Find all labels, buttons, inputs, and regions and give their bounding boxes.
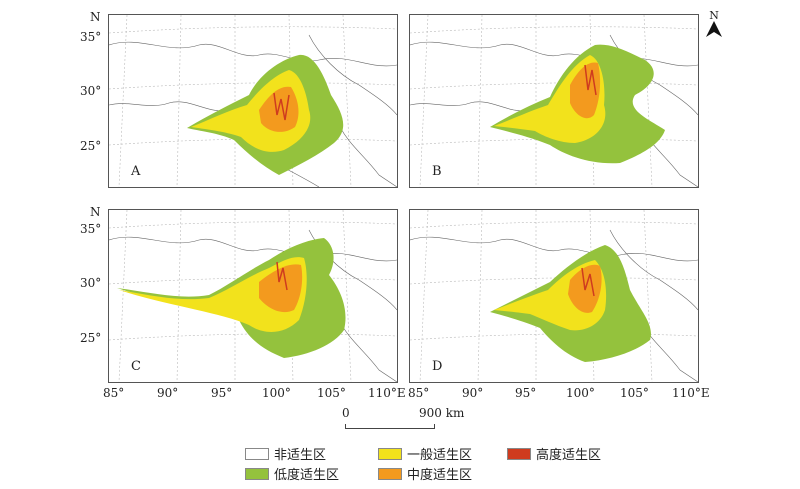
north-arrow: N	[704, 10, 724, 40]
lat-tick-25-bottom: 25°	[80, 331, 102, 345]
map-d-high	[581, 267, 595, 297]
panel-label-c: C	[131, 359, 141, 374]
legend-item-general: 一般适生区	[378, 444, 472, 463]
lon-tick-85-left: 85°	[103, 386, 125, 400]
map-panel-b: B	[409, 14, 699, 188]
legend-item-medium: 中度适生区	[378, 464, 472, 483]
map-b-graphic	[410, 15, 698, 187]
lon-tick-110-left: 110°E	[368, 386, 406, 400]
map-panel-a: A	[108, 14, 398, 188]
lon-tick-105-right: 105°	[620, 386, 649, 400]
map-c-graphic	[109, 210, 397, 382]
legend-swatch-general	[378, 447, 402, 460]
scale-bar: 0 900 km	[339, 406, 464, 436]
lat-tick-30-bottom: 30°	[80, 276, 102, 290]
map-c-general	[119, 257, 307, 332]
north-arrow-label: N	[709, 9, 719, 22]
legend-item-high: 高度适生区	[507, 444, 601, 463]
north-label-bottom: N	[90, 205, 101, 219]
lat-tick-35-top: 35°	[80, 30, 102, 44]
lon-tick-95-right: 95°	[515, 386, 537, 400]
map-d-graphic	[410, 210, 698, 382]
lon-tick-90-right: 90°	[462, 386, 484, 400]
map-a-graphic	[109, 15, 397, 187]
map-panel-d: D	[409, 209, 699, 383]
map-a-high	[273, 92, 290, 121]
legend-item-low: 低度适生区	[245, 464, 339, 483]
lon-tick-105-left: 105°	[317, 386, 346, 400]
lon-tick-100-right: 100°	[566, 386, 595, 400]
map-b-high	[584, 64, 597, 96]
legend-item-unsuitable: 非适生区	[245, 444, 326, 463]
lat-tick-30-top: 30°	[80, 84, 102, 98]
lon-tick-95-left: 95°	[211, 386, 233, 400]
map-panel-c: C	[108, 209, 398, 383]
north-label-top: N	[90, 10, 101, 24]
north-arrow-icon	[706, 21, 722, 37]
legend-swatch-low	[245, 467, 269, 480]
legend-label-medium: 中度适生区	[407, 468, 473, 483]
lat-tick-25-top: 25°	[80, 139, 102, 153]
legend-swatch-medium	[378, 467, 402, 480]
map-c-high	[276, 261, 288, 291]
scale-end-label: 900 km	[419, 406, 465, 420]
lat-tick-35-bottom: 35°	[80, 222, 102, 236]
scale-bar-line	[345, 424, 435, 429]
legend-label-low: 低度适生区	[274, 468, 340, 483]
lon-tick-85-right: 85°	[408, 386, 430, 400]
scale-start-label: 0	[342, 406, 350, 420]
legend-swatch-high	[507, 447, 531, 460]
panel-label-a: A	[131, 164, 141, 179]
panel-label-b: B	[432, 164, 442, 179]
map-c-medium	[259, 264, 303, 313]
legend-label-general: 一般适生区	[407, 448, 473, 463]
lon-tick-110-right: 110°E	[672, 386, 710, 400]
legend-label-unsuitable: 非适生区	[274, 448, 327, 463]
lon-tick-90-left: 90°	[157, 386, 179, 400]
legend-swatch-unsuitable	[245, 447, 269, 460]
legend-label-high: 高度适生区	[536, 448, 602, 463]
panel-label-d: D	[432, 359, 443, 374]
lon-tick-100-left: 100°	[262, 386, 291, 400]
